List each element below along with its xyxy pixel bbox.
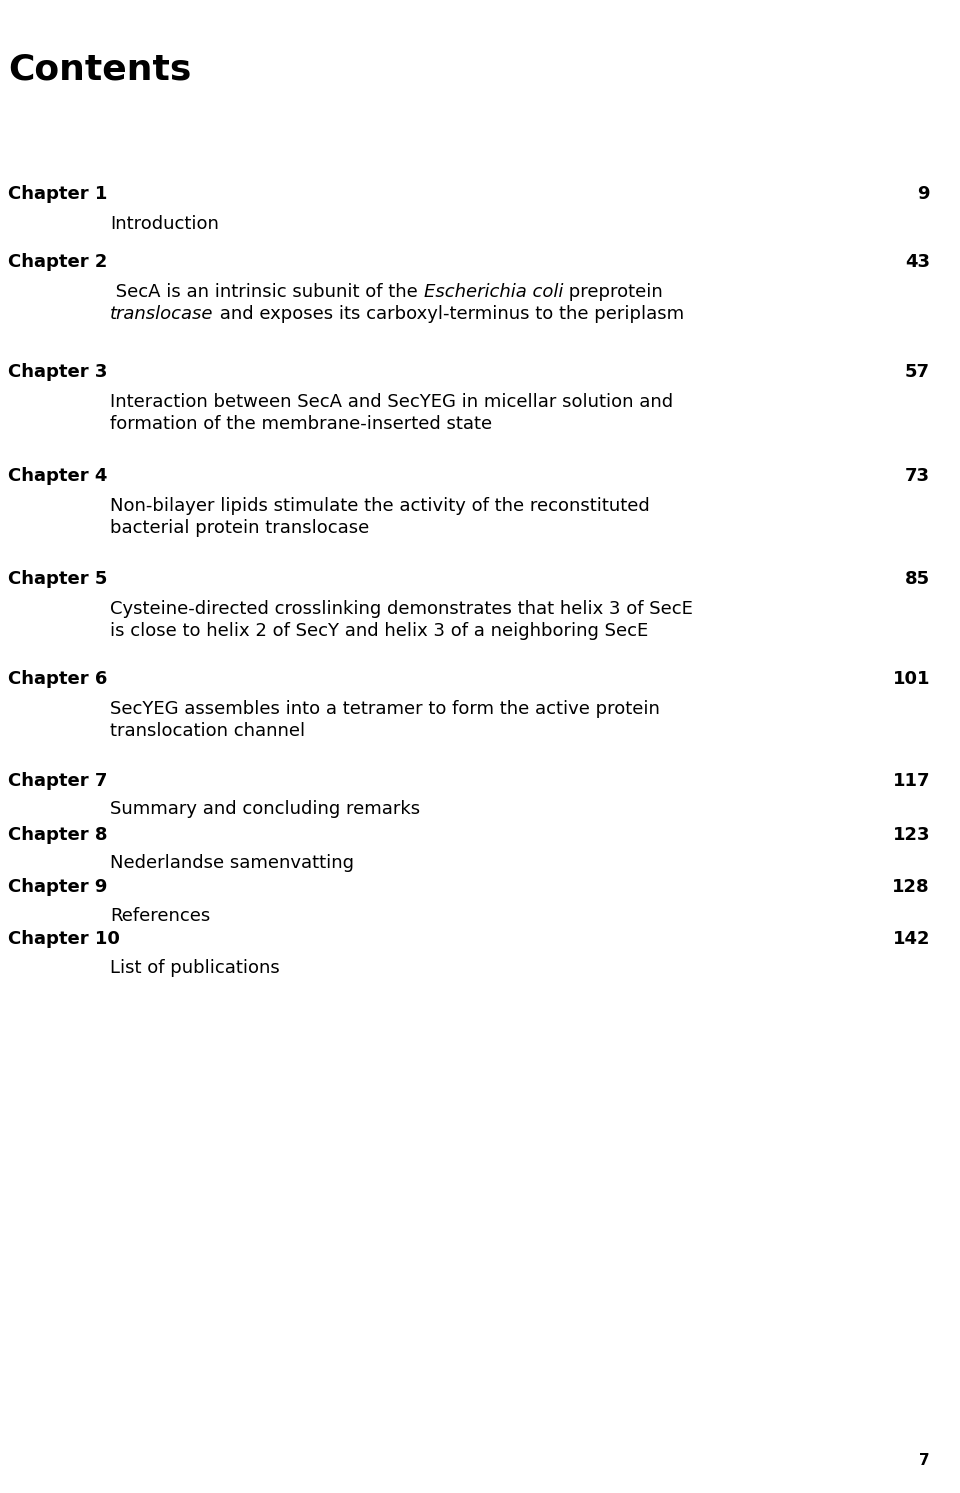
Text: Chapter 7: Chapter 7	[8, 772, 108, 790]
Text: 142: 142	[893, 930, 930, 948]
Text: SecYEG assembles into a tetramer to form the active protein: SecYEG assembles into a tetramer to form…	[110, 700, 660, 718]
Text: preprotein: preprotein	[563, 284, 662, 302]
Text: Summary and concluding remarks: Summary and concluding remarks	[110, 800, 420, 818]
Text: 85: 85	[905, 570, 930, 588]
Text: Cysteine-directed crosslinking demonstrates that helix 3 of SecE: Cysteine-directed crosslinking demonstra…	[110, 600, 693, 618]
Text: List of publications: List of publications	[110, 959, 279, 976]
Text: Escherichia coli: Escherichia coli	[423, 284, 563, 302]
Text: Nederlandse samenvatting: Nederlandse samenvatting	[110, 854, 354, 872]
Text: Chapter 6: Chapter 6	[8, 670, 108, 688]
Text: 117: 117	[893, 772, 930, 790]
Text: Chapter 2: Chapter 2	[8, 252, 108, 272]
Text: is close to helix 2 of SecY and helix 3 of a neighboring SecE: is close to helix 2 of SecY and helix 3 …	[110, 623, 648, 640]
Text: Chapter 8: Chapter 8	[8, 826, 108, 844]
Text: Chapter 4: Chapter 4	[8, 467, 108, 485]
Text: 123: 123	[893, 826, 930, 844]
Text: formation of the membrane-inserted state: formation of the membrane-inserted state	[110, 415, 492, 433]
Text: bacterial protein translocase: bacterial protein translocase	[110, 520, 370, 537]
Text: and exposes its carboxyl-terminus to the periplasm: and exposes its carboxyl-terminus to the…	[213, 305, 684, 322]
Text: 128: 128	[893, 878, 930, 896]
Text: Interaction between SecA and SecYEG in micellar solution and: Interaction between SecA and SecYEG in m…	[110, 393, 673, 411]
Text: 43: 43	[905, 252, 930, 272]
Text: Introduction: Introduction	[110, 215, 219, 233]
Text: Contents: Contents	[8, 52, 191, 87]
Text: 7: 7	[920, 1453, 930, 1468]
Text: SecA is an intrinsic subunit of the: SecA is an intrinsic subunit of the	[110, 284, 423, 302]
Text: Chapter 9: Chapter 9	[8, 878, 108, 896]
Text: References: References	[110, 908, 210, 926]
Text: 73: 73	[905, 467, 930, 485]
Text: Chapter 10: Chapter 10	[8, 930, 120, 948]
Text: translocation channel: translocation channel	[110, 723, 305, 741]
Text: Chapter 5: Chapter 5	[8, 570, 108, 588]
Text: Chapter 3: Chapter 3	[8, 363, 108, 381]
Text: 57: 57	[905, 363, 930, 381]
Text: translocase: translocase	[110, 305, 213, 322]
Text: Non-bilayer lipids stimulate the activity of the reconstituted: Non-bilayer lipids stimulate the activit…	[110, 497, 650, 515]
Text: 101: 101	[893, 670, 930, 688]
Text: Chapter 1: Chapter 1	[8, 185, 108, 203]
Text: 9: 9	[918, 185, 930, 203]
